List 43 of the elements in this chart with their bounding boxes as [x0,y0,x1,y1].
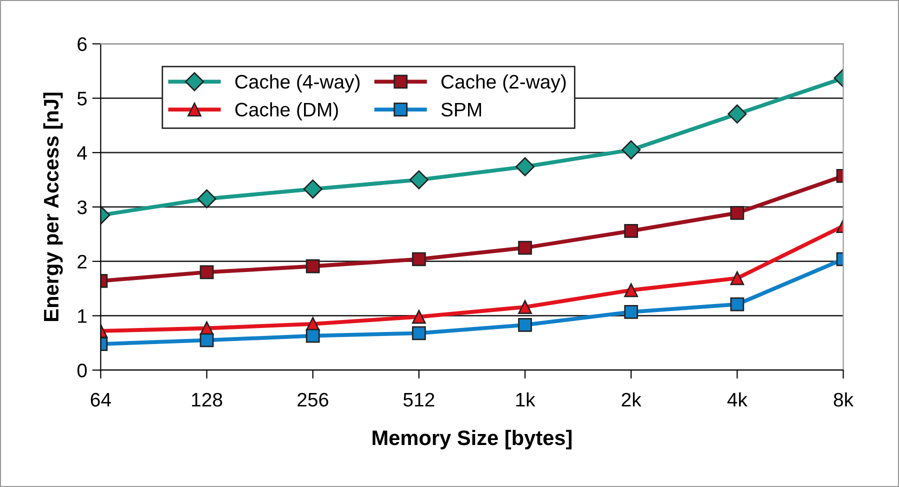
x-tick-label: 64 [90,392,111,407]
point [515,157,535,176]
point [730,297,744,312]
y-axis-title: Energy per Access [nJ] [43,92,63,321]
point [412,252,426,266]
y-tick-label: 5 [77,92,87,106]
point [730,271,744,286]
point [622,140,641,160]
point [518,300,532,314]
y-tick-label: 0 [77,364,87,378]
x-tick-label: 256 [298,392,328,407]
x-tick-label: 4k [727,392,748,406]
point [728,104,747,124]
x-tick-label: 8k [834,392,854,407]
y-tick-label: 2 [78,254,87,268]
point [409,170,428,190]
point [518,240,532,255]
point [730,206,744,220]
point [412,310,426,324]
point [200,333,214,348]
point [306,259,320,274]
x-tick-label: 1k [516,392,536,406]
x-axis-title: Memory Size [bytes] [372,430,572,450]
point [624,224,638,238]
legend-label: Cache (2-way) [441,74,566,93]
y-tick-label: 3 [77,200,87,214]
point [306,328,320,343]
point [200,265,214,280]
point [303,179,322,199]
legend-label: Cache (DM) [235,102,338,120]
y-tick-label: 1 [78,309,87,323]
x-tick-label: 2k [622,392,642,406]
legend-label: Cache (4-way) [235,74,360,93]
x-tick-label: 128 [192,392,222,407]
point [624,283,638,298]
point [518,318,532,332]
y-tick-label: 4 [77,146,87,160]
x-tick-label: 512 [403,392,434,407]
point [412,326,426,340]
legend-label: SPM [441,102,482,117]
point [197,189,216,208]
y-tick-label: 6 [78,37,87,52]
point [624,304,638,319]
